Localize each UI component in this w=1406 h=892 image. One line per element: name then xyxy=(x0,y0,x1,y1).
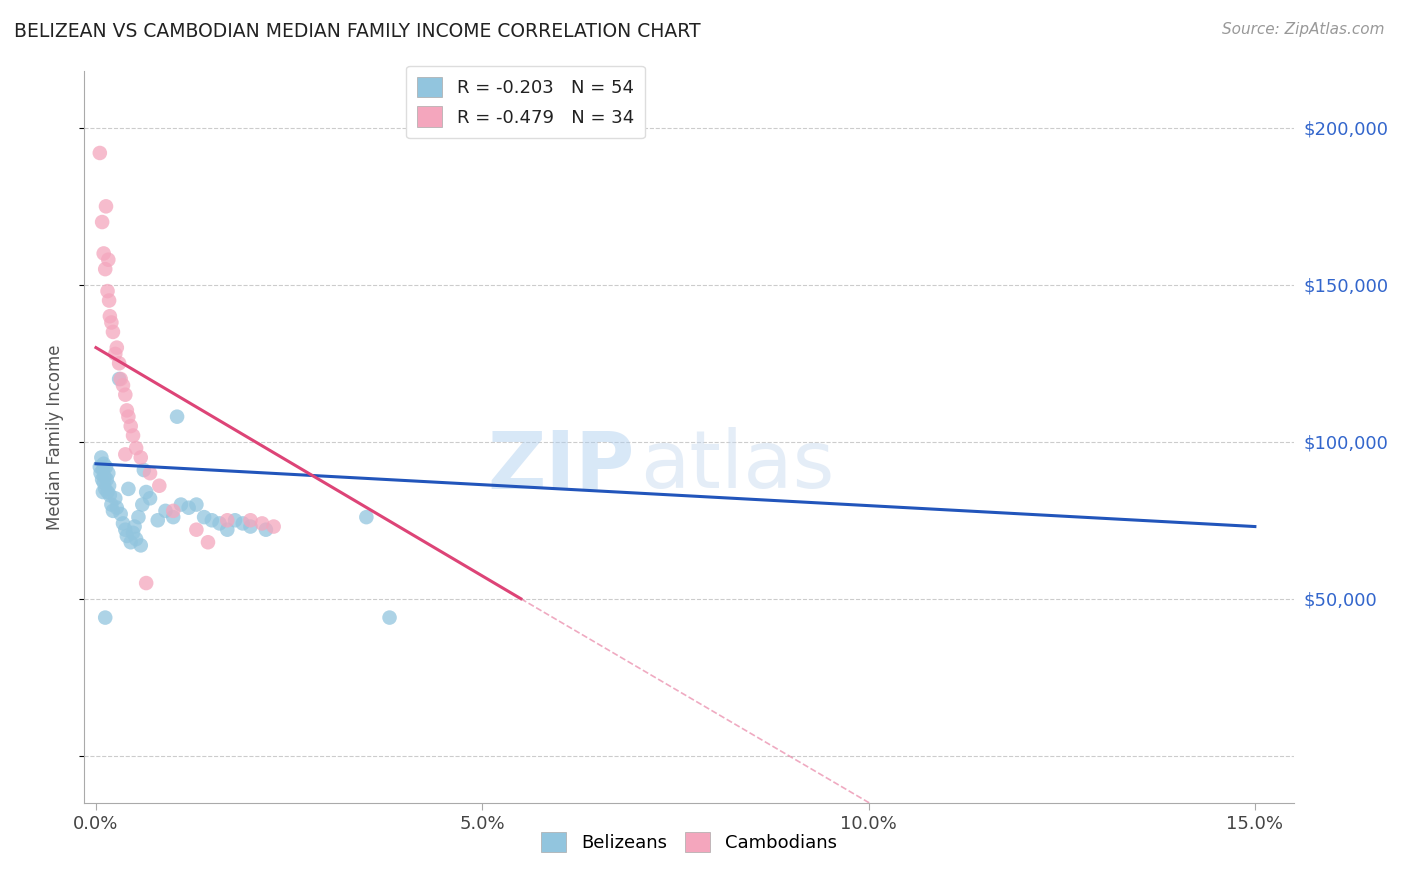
Point xyxy=(232,516,254,531)
Point xyxy=(224,513,246,527)
Point xyxy=(93,246,115,260)
Point xyxy=(105,500,128,515)
Point xyxy=(94,482,117,496)
Text: ZIP: ZIP xyxy=(488,427,634,506)
Point xyxy=(96,284,118,298)
Text: atlas: atlas xyxy=(641,427,835,506)
Point xyxy=(162,504,184,518)
Point xyxy=(201,513,224,527)
Point xyxy=(93,469,115,483)
Point xyxy=(155,504,177,518)
Point xyxy=(193,510,215,524)
Point xyxy=(250,516,273,531)
Point xyxy=(186,523,208,537)
Point xyxy=(98,488,121,502)
Point xyxy=(114,387,136,401)
Point xyxy=(115,529,138,543)
Point xyxy=(117,482,139,496)
Text: BELIZEAN VS CAMBODIAN MEDIAN FAMILY INCOME CORRELATION CHART: BELIZEAN VS CAMBODIAN MEDIAN FAMILY INCO… xyxy=(14,22,700,41)
Text: Source: ZipAtlas.com: Source: ZipAtlas.com xyxy=(1222,22,1385,37)
Point xyxy=(96,473,118,487)
Point xyxy=(98,310,121,324)
Point xyxy=(104,347,127,361)
Point xyxy=(89,146,111,161)
Point xyxy=(139,466,162,480)
Legend: Belizeans, Cambodians: Belizeans, Cambodians xyxy=(534,824,844,860)
Point xyxy=(110,507,132,521)
Point xyxy=(94,610,117,624)
Point xyxy=(127,510,149,524)
Point xyxy=(129,450,152,465)
Point xyxy=(186,498,208,512)
Point xyxy=(96,485,118,500)
Point xyxy=(217,523,239,537)
Point xyxy=(101,325,124,339)
Point xyxy=(254,523,277,537)
Point xyxy=(101,504,124,518)
Point xyxy=(100,498,122,512)
Point xyxy=(108,356,131,370)
Point xyxy=(239,519,262,533)
Point xyxy=(120,419,142,434)
Point xyxy=(239,513,262,527)
Point xyxy=(100,316,122,330)
Point xyxy=(166,409,188,424)
Point xyxy=(114,447,136,461)
Point xyxy=(93,457,115,471)
Point xyxy=(94,262,117,277)
Point xyxy=(90,450,112,465)
Point xyxy=(208,516,231,531)
Point xyxy=(124,519,146,533)
Point xyxy=(146,513,169,527)
Point xyxy=(135,576,157,591)
Point xyxy=(135,485,157,500)
Point xyxy=(90,466,112,480)
Point xyxy=(108,372,131,386)
Point xyxy=(97,252,120,267)
Point xyxy=(217,513,239,527)
Point xyxy=(91,485,114,500)
Point xyxy=(111,378,134,392)
Point xyxy=(131,498,153,512)
Point xyxy=(89,459,111,474)
Point xyxy=(91,215,114,229)
Point xyxy=(114,523,136,537)
Point xyxy=(97,466,120,480)
Point xyxy=(263,519,285,533)
Point xyxy=(129,538,152,552)
Point xyxy=(177,500,200,515)
Point xyxy=(125,532,148,546)
Point xyxy=(378,610,401,624)
Point xyxy=(117,409,139,424)
Point xyxy=(197,535,219,549)
Point xyxy=(356,510,378,524)
Point xyxy=(120,535,142,549)
Point xyxy=(111,516,134,531)
Point xyxy=(98,293,121,308)
Point xyxy=(115,403,138,417)
Point xyxy=(94,459,117,474)
Point xyxy=(110,372,132,386)
Point xyxy=(104,491,127,506)
Point xyxy=(91,473,114,487)
Point xyxy=(148,479,170,493)
Point xyxy=(93,475,115,490)
Point xyxy=(125,441,148,455)
Point xyxy=(162,510,184,524)
Point xyxy=(122,525,145,540)
Point xyxy=(98,479,121,493)
Point xyxy=(105,341,128,355)
Point xyxy=(170,498,193,512)
Point xyxy=(122,428,145,442)
Point xyxy=(94,199,117,213)
Point xyxy=(132,463,155,477)
Point xyxy=(91,463,114,477)
Point xyxy=(139,491,162,506)
Y-axis label: Median Family Income: Median Family Income xyxy=(45,344,63,530)
